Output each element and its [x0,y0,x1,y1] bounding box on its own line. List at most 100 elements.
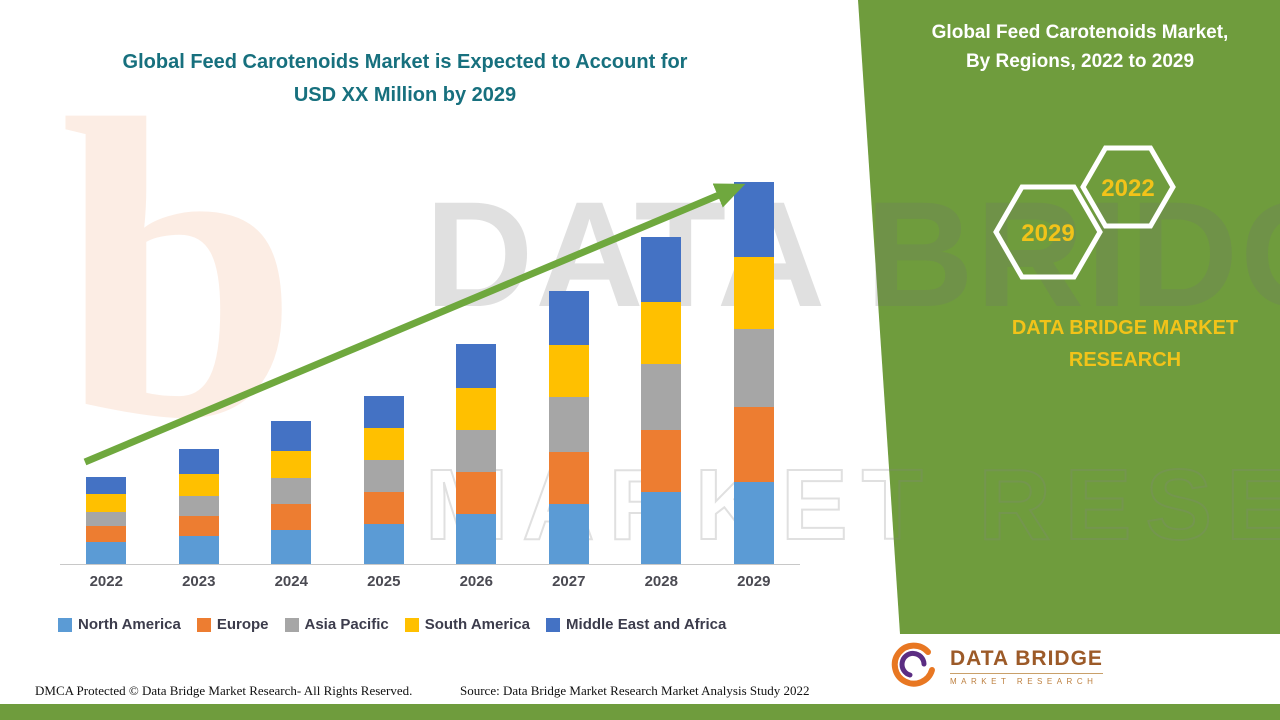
x-axis-label-2023: 2023 [182,573,216,590]
hexagon-2029-icon [993,184,1103,280]
chart-legend: North America Europe Asia Pacific South Ame… [58,616,858,633]
bar-segment-north-america-2024 [271,530,312,564]
bar-segment-asia-pacific-2029 [733,329,774,407]
chart-title: Global Feed Carotenoids Market is Expect… [55,46,755,112]
bar-segment-asia-pacific-2024 [271,478,312,504]
x-axis-label-2028: 2028 [644,573,678,590]
x-axis-label-2025: 2025 [367,573,401,590]
hexagon-2022-label: 2022 [1101,175,1154,202]
legend-label: South America [424,616,531,633]
bar-segment-south-america-2028 [641,302,682,364]
bar-segment-asia-pacific-2022 [86,512,127,526]
stacked-bar-2027 [548,291,589,564]
bar-slot-2028 [615,180,708,564]
legend-item-middle-east-and-africa: Middle East and Africa [546,616,726,633]
bar-segment-north-america-2022 [86,542,127,564]
bar-segment-middle-east-and-africa-2026 [456,344,497,388]
bar-segment-middle-east-and-africa-2028 [641,237,682,302]
bar-segment-south-america-2024 [271,451,312,478]
bar-segment-north-america-2026 [456,514,497,564]
chart-title-line1: Global Feed Carotenoids Market is Expect… [122,51,688,73]
legend-label: Asia Pacific [304,616,389,633]
legend-label: North America [78,616,181,633]
year-hexagons: 2029 2022 [993,145,1176,280]
legend-item-asia-pacific: Asia Pacific [284,616,389,633]
side-panel-brand: DATA BRIDGE MARKET RESEARCH [955,312,1280,376]
dmca-text: DMCA Protected © Data Bridge Market Rese… [35,683,413,698]
bar-segment-europe-2029 [733,407,774,482]
hexagon-2022-icon [1080,145,1176,229]
x-axis-label-2024: 2024 [274,573,308,590]
side-panel-brand-line2: RESEARCH [1068,349,1182,371]
legend-item-north-america: North America [58,616,181,633]
bar-segment-europe-2026 [456,472,497,514]
logo-tagline: MARKET RESEARCH [950,676,1098,686]
bar-segment-europe-2028 [641,430,682,492]
bar-segment-europe-2023 [178,516,219,536]
bar-chart-plot [60,180,800,565]
bar-segment-middle-east-and-africa-2029 [733,182,774,257]
x-axis-label-2026: 2026 [459,573,493,590]
logo-name: DATA BRIDGE [950,647,1103,674]
stacked-bar-2025 [363,396,404,564]
bar-segment-south-america-2026 [456,388,497,430]
bar-segment-asia-pacific-2028 [641,364,682,430]
legend-swatch-icon [284,617,299,632]
bar-slot-2025 [338,180,431,564]
bar-segment-middle-east-and-africa-2022 [86,477,127,494]
bar-segment-south-america-2023 [178,474,219,496]
source-text: Source: Data Bridge Market Research Mark… [460,683,810,698]
stacked-bar-2023 [178,449,219,564]
logo-swirl-icon [891,642,935,687]
x-axis-label-2027: 2027 [552,573,586,590]
bar-segment-europe-2025 [363,492,404,524]
bar-segment-asia-pacific-2027 [548,397,589,452]
legend-label: Europe [216,616,269,633]
x-axis-label-2029: 2029 [737,573,771,590]
bar-segment-north-america-2029 [733,482,774,564]
bar-segment-south-america-2025 [363,428,404,460]
bar-segment-asia-pacific-2026 [456,430,497,472]
bar-segment-asia-pacific-2025 [363,460,404,492]
x-axis-label-2022: 2022 [89,573,123,590]
legend-item-south-america: South America [404,616,531,633]
bar-slot-2024 [245,180,338,564]
side-panel-title-line1: Global Feed Carotenoids Market, [931,22,1229,43]
legend-item-europe: Europe [196,616,269,633]
logo-text-block: DATA BRIDGE MARKET RESEARCH [950,647,1103,686]
legend-swatch-icon [404,617,419,632]
bar-segment-south-america-2027 [548,345,589,397]
side-panel-title: Global Feed Carotenoids Market, By Regio… [895,18,1265,76]
side-panel [858,0,1280,634]
stacked-bar-2026 [456,344,497,564]
bar-slot-2022 [60,180,153,564]
legend-swatch-icon [58,617,72,632]
bar-segment-north-america-2028 [641,492,682,564]
bar-slot-2027 [523,180,616,564]
bar-slot-2029 [708,180,801,564]
bar-segment-north-america-2027 [548,504,589,564]
hexagon-2029-label: 2029 [1021,220,1074,247]
bar-segment-middle-east-and-africa-2023 [178,449,219,474]
bar-segment-asia-pacific-2023 [178,496,219,516]
bar-segment-europe-2024 [271,504,312,530]
bar-segment-europe-2022 [86,526,127,542]
databridge-logo: DATA BRIDGE MARKET RESEARCH [888,640,1103,692]
bar-segment-south-america-2022 [86,494,127,512]
bar-segment-middle-east-and-africa-2024 [271,421,312,451]
stacked-bar-2024 [271,421,312,564]
stacked-bar-2028 [641,237,682,564]
bar-segment-south-america-2029 [733,257,774,329]
bar-segment-middle-east-and-africa-2025 [363,396,404,428]
bottom-bar [0,704,1280,720]
bar-segment-north-america-2025 [363,524,404,564]
legend-swatch-icon [546,617,561,632]
side-panel-brand-line1: DATA BRIDGE MARKET [1011,317,1239,339]
bar-slot-2023 [153,180,246,564]
side-panel-title-line2: By Regions, 2022 to 2029 [965,51,1195,72]
chart-title-line2: USD XX Million by 2029 [293,84,517,106]
legend-label: Middle East and Africa [566,616,727,633]
bar-slot-2026 [430,180,523,564]
bar-segment-middle-east-and-africa-2027 [548,291,589,345]
